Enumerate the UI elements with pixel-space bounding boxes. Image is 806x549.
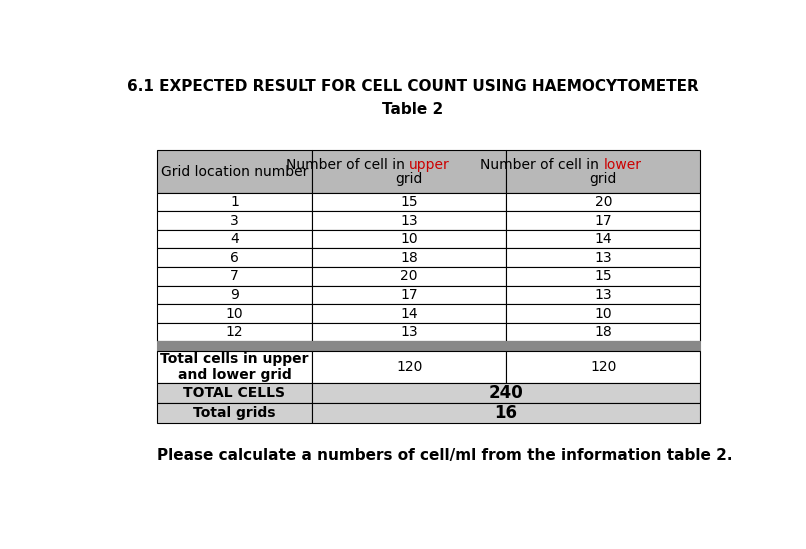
Text: 13: 13 xyxy=(595,251,613,265)
Bar xyxy=(312,285,506,304)
Text: 14: 14 xyxy=(401,306,418,321)
Text: 20: 20 xyxy=(401,270,418,283)
Text: 10: 10 xyxy=(226,306,243,321)
Bar xyxy=(157,341,700,351)
Text: 10: 10 xyxy=(401,232,418,246)
Text: 14: 14 xyxy=(595,232,613,246)
Text: 120: 120 xyxy=(396,360,422,374)
Bar xyxy=(312,150,506,193)
Bar xyxy=(312,249,506,267)
Text: 17: 17 xyxy=(401,288,418,302)
Text: TOTAL CELLS: TOTAL CELLS xyxy=(184,385,285,400)
Text: 18: 18 xyxy=(401,251,418,265)
Bar xyxy=(157,351,312,383)
Text: Number of cell in: Number of cell in xyxy=(286,158,409,172)
Bar xyxy=(506,150,700,193)
Bar xyxy=(157,211,312,230)
Bar xyxy=(157,304,312,323)
Bar xyxy=(506,285,700,304)
Text: 6.1 EXPECTED RESULT FOR CELL COUNT USING HAEMOCYTOMETER: 6.1 EXPECTED RESULT FOR CELL COUNT USING… xyxy=(127,79,699,93)
Text: Grid location number: Grid location number xyxy=(160,165,308,178)
Text: 13: 13 xyxy=(595,288,613,302)
Text: 1: 1 xyxy=(230,195,239,209)
Bar xyxy=(157,383,312,403)
Text: 20: 20 xyxy=(595,195,613,209)
Text: grid: grid xyxy=(590,172,617,186)
Bar xyxy=(157,267,312,285)
Bar xyxy=(157,249,312,267)
Text: 16: 16 xyxy=(495,404,517,422)
Bar xyxy=(506,211,700,230)
Bar xyxy=(312,383,700,403)
Text: 17: 17 xyxy=(595,214,613,228)
Bar xyxy=(312,323,506,341)
Text: 3: 3 xyxy=(230,214,239,228)
Text: 4: 4 xyxy=(230,232,239,246)
Text: Number of cell in: Number of cell in xyxy=(480,158,604,172)
Bar xyxy=(506,351,700,383)
Text: 15: 15 xyxy=(595,270,613,283)
Bar xyxy=(312,351,506,383)
Bar xyxy=(506,249,700,267)
Bar xyxy=(157,323,312,341)
Bar xyxy=(157,285,312,304)
Bar xyxy=(157,230,312,249)
Text: Total grids: Total grids xyxy=(193,406,276,420)
Text: 13: 13 xyxy=(401,325,418,339)
Text: upper: upper xyxy=(409,158,450,172)
Text: 18: 18 xyxy=(595,325,613,339)
Text: 7: 7 xyxy=(230,270,239,283)
Bar xyxy=(506,304,700,323)
Bar xyxy=(312,211,506,230)
Text: Please calculate a numbers of cell/ml from the information table 2.: Please calculate a numbers of cell/ml fr… xyxy=(157,449,733,463)
Bar xyxy=(312,403,700,423)
Text: 13: 13 xyxy=(401,214,418,228)
Bar xyxy=(506,323,700,341)
Text: lower: lower xyxy=(604,158,642,172)
Bar xyxy=(157,150,312,193)
Bar xyxy=(506,267,700,285)
Text: 6: 6 xyxy=(230,251,239,265)
Bar xyxy=(506,230,700,249)
Text: 12: 12 xyxy=(226,325,243,339)
Text: 10: 10 xyxy=(595,306,613,321)
Bar xyxy=(312,304,506,323)
Text: 240: 240 xyxy=(488,384,524,402)
Text: grid: grid xyxy=(396,172,423,186)
Bar xyxy=(312,267,506,285)
Bar xyxy=(312,230,506,249)
Bar xyxy=(157,193,312,211)
Text: 9: 9 xyxy=(230,288,239,302)
Bar xyxy=(506,193,700,211)
Text: Table 2: Table 2 xyxy=(383,102,443,117)
Text: 15: 15 xyxy=(401,195,418,209)
Bar xyxy=(157,403,312,423)
Text: Total cells in upper
and lower grid: Total cells in upper and lower grid xyxy=(160,351,309,382)
Text: 120: 120 xyxy=(590,360,617,374)
Bar xyxy=(312,193,506,211)
